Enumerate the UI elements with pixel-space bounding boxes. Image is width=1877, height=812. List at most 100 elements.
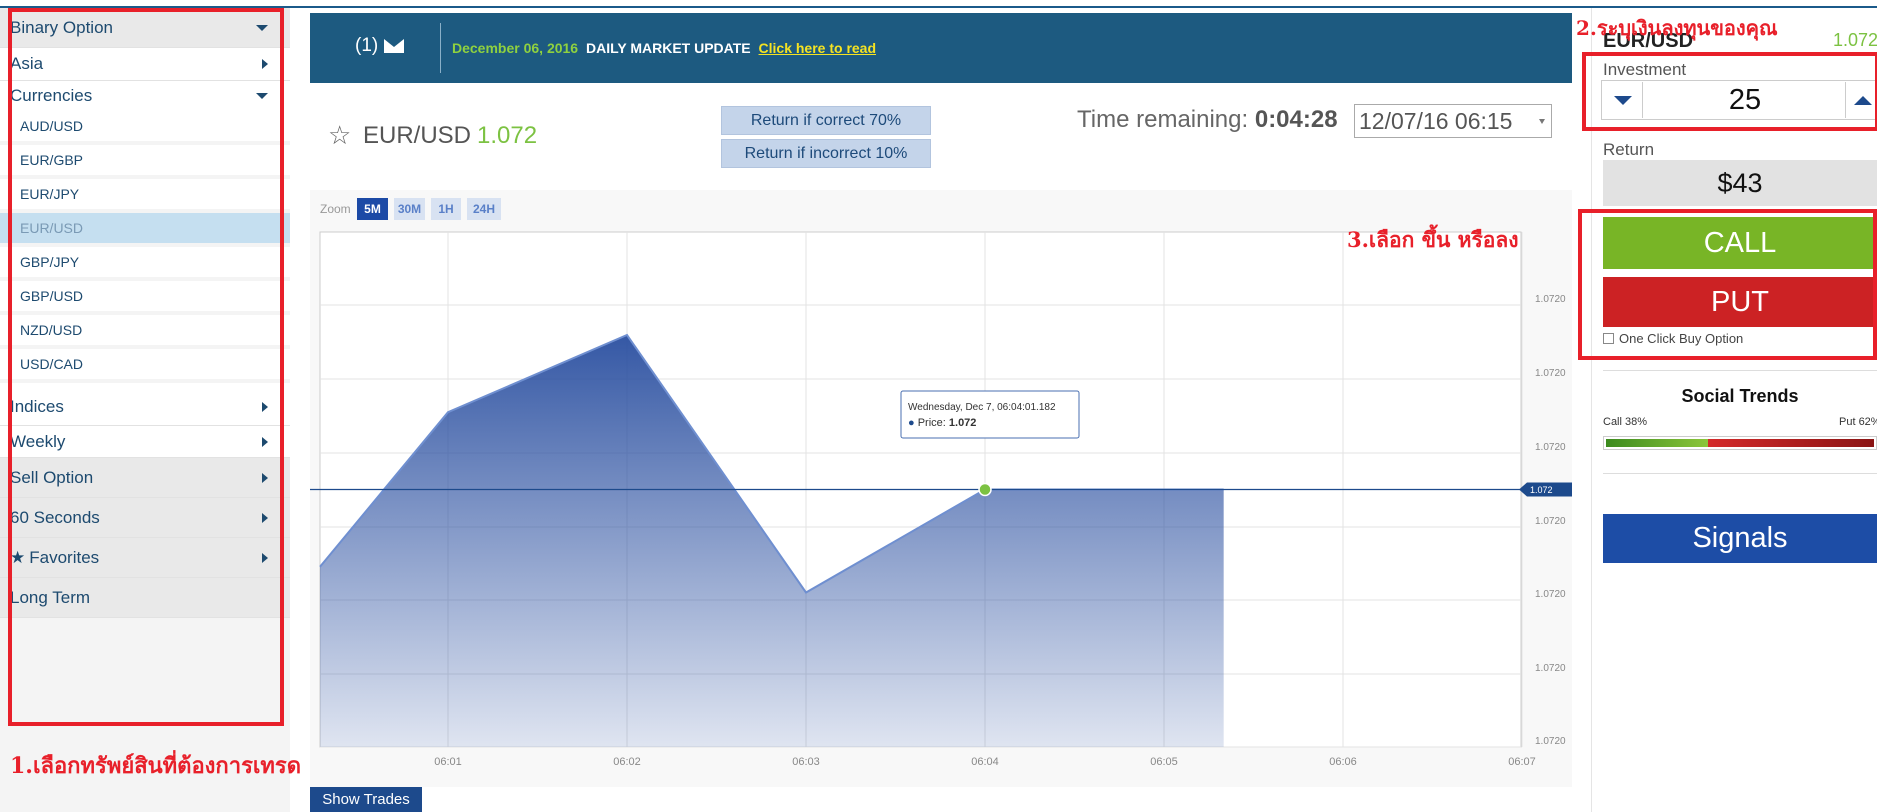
envelope-icon: [384, 39, 405, 53]
annotation-step1: 1.เลือกทรัพย์สินที่ต้องการเทรด: [10, 753, 302, 779]
one-click-label: One Click Buy Option: [1619, 331, 1744, 346]
zoom-5m-button[interactable]: 5M: [357, 198, 388, 220]
sidebar-item-binary-option[interactable]: Binary Option: [0, 8, 290, 48]
x-tick-label: 06:05: [1150, 756, 1178, 768]
call-button[interactable]: CALL: [1603, 217, 1877, 269]
put-button[interactable]: PUT: [1603, 277, 1877, 327]
expiry-value: 12/07/16 06:15: [1359, 107, 1513, 134]
investment-input[interactable]: 25: [1728, 83, 1762, 116]
annotation-step3: 3.เลือก ขึ้น หรือลง: [1347, 227, 1519, 252]
panel-divider: [1591, 8, 1592, 812]
y-tick-label: 1.0720: [1535, 663, 1566, 674]
one-click-option[interactable]: One Click Buy Option: [1603, 331, 1743, 346]
chevron-right-icon: [262, 552, 268, 563]
currency-item[interactable]: EUR/JPY: [0, 179, 290, 209]
sidebar-item-label: Asia: [10, 54, 44, 73]
sidebar-item-currencies[interactable]: Currencies: [0, 81, 290, 111]
x-tick-label: 06:02: [613, 756, 641, 768]
trade-price: 1.072: [1833, 30, 1877, 50]
sidebar-item-asia[interactable]: Asia: [0, 48, 290, 81]
sidebar-item-sell-option[interactable]: Sell Option: [0, 458, 290, 498]
x-tick-label: 06:04: [971, 756, 999, 768]
sidebar-item-label: Currencies: [10, 86, 93, 105]
x-tick-label: 06:06: [1329, 756, 1357, 768]
chevron-right-icon: [262, 472, 268, 483]
currency-label: USD/CAD: [20, 356, 84, 372]
zoom-1h-button[interactable]: 1H: [431, 198, 461, 220]
return-value: $43: [1603, 160, 1877, 206]
sidebar-item-label: Sell Option: [10, 467, 94, 487]
read-update-link[interactable]: Click here to read: [758, 40, 877, 56]
tooltip-price-label: Price:: [918, 417, 946, 429]
return-incorrect-badge: Return if incorrect 10%: [721, 139, 931, 168]
currency-label: GBP/USD: [20, 288, 84, 304]
x-tick-label: 06:01: [434, 756, 462, 768]
call-percentage: Call 38%: [1603, 416, 1648, 428]
currency-item[interactable]: AUD/USD: [0, 111, 290, 141]
currency-item[interactable]: EUR/GBP: [0, 145, 290, 175]
tooltip-price-value: 1.072: [949, 417, 977, 429]
currency-item[interactable]: USD/CAD: [0, 349, 290, 379]
chevron-right-icon: [262, 512, 268, 523]
banner-title: DAILY MARKET UPDATE: [585, 40, 751, 56]
sidebar-item-weekly[interactable]: Weekly: [0, 426, 290, 458]
time-remaining-value: 0:04:28: [1254, 106, 1338, 133]
favorite-star-icon[interactable]: ☆: [328, 120, 352, 150]
zoom-30m-button[interactable]: 30M: [394, 198, 425, 220]
chevron-down-icon: [256, 24, 268, 31]
currency-item[interactable]: NZD/USD: [0, 315, 290, 345]
expiry-select[interactable]: 12/07/16 06:15: [1354, 104, 1552, 138]
put-share-fill: [1707, 439, 1874, 447]
time-remaining: Time remaining: 0:04:28: [1077, 106, 1338, 134]
chevron-down-icon: [256, 93, 268, 99]
currency-label: EUR/GBP: [20, 152, 84, 168]
message-count: (1): [355, 35, 379, 56]
decrease-investment-button[interactable]: [1603, 82, 1643, 118]
currency-label: GBP/JPY: [20, 254, 80, 270]
caret-down-icon: [1613, 95, 1632, 105]
trade-pair: EUR/USD: [1603, 30, 1694, 52]
return-label: Return: [1603, 140, 1655, 159]
divider: [1603, 370, 1877, 371]
sidebar-item-indices[interactable]: Indices: [0, 389, 290, 426]
banner-text: December 06, 2016 DAILY MARKET UPDATE Cl…: [452, 40, 876, 56]
annotation-step2: 2.ระบุเงินลงทุนของคุณ: [1576, 16, 1778, 40]
asset-name: EUR/USD: [363, 122, 472, 149]
price-area: [320, 335, 1224, 747]
banner-divider: [440, 23, 441, 73]
sidebar-item-favorites[interactable]: ★ Favorites: [0, 538, 290, 578]
currency-item[interactable]: EUR/USD: [0, 213, 290, 243]
zoom-24h-button[interactable]: 24H: [467, 198, 501, 220]
messages-button[interactable]: (1): [355, 35, 405, 57]
chevron-right-icon: [262, 59, 268, 69]
put-percentage: Put 62%: [1839, 416, 1877, 428]
call-share-fill: [1606, 439, 1708, 447]
chevron-right-icon: [262, 436, 268, 447]
caret-up-icon: [1854, 96, 1872, 105]
sidebar-item-60-seconds[interactable]: 60 Seconds: [0, 498, 290, 538]
one-click-checkbox[interactable]: [1603, 333, 1614, 344]
zoom-label: Zoom: [320, 202, 351, 216]
hover-point: [978, 482, 992, 497]
y-tick-label: 1.0720: [1535, 442, 1566, 453]
sidebar-item-label: Indices: [10, 397, 64, 416]
tooltip-price: ● Price: 1.072: [908, 417, 976, 429]
sidebar-item-long-term[interactable]: Long Term: [0, 578, 290, 618]
investment-stepper: [1601, 80, 1877, 120]
market-update-banner: (1) December 06, 2016 DAILY MARKET UPDAT…: [310, 13, 1572, 83]
social-trends-bar: [1603, 436, 1877, 450]
currency-item[interactable]: GBP/JPY: [0, 247, 290, 277]
y-tick-label: 1.0720: [1535, 294, 1566, 305]
sidebar-item-label: Favorites: [29, 547, 100, 567]
show-trades-button[interactable]: Show Trades: [310, 787, 422, 812]
x-tick-label: 06:03: [792, 756, 820, 768]
currency-item[interactable]: GBP/USD: [0, 281, 290, 311]
increase-investment-button[interactable]: [1845, 82, 1877, 118]
sidebar-item-label-wrap: ★ Favorites: [10, 548, 99, 568]
signals-button[interactable]: Signals: [1603, 514, 1877, 563]
asset-price: 1.072: [477, 122, 538, 149]
sidebar-item-label: Binary Option: [10, 17, 113, 37]
currency-label: NZD/USD: [20, 322, 83, 338]
